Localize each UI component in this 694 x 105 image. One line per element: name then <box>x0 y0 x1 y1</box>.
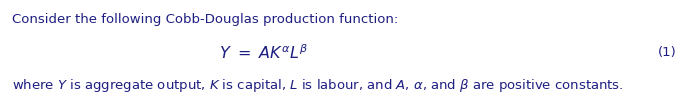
Text: (1): (1) <box>658 46 677 59</box>
Text: $\mathit{Y} \ = \ \mathit{A}\mathit{K}^{\mathit{\alpha}}\mathit{L}^{\mathit{\bet: $\mathit{Y} \ = \ \mathit{A}\mathit{K}^{… <box>219 43 308 62</box>
Text: Consider the following Cobb-Douglas production function:: Consider the following Cobb-Douglas prod… <box>12 13 399 26</box>
Text: where $\mathit{Y}$ is aggregate output, $\mathit{K}$ is capital, $\mathit{L}$ is: where $\mathit{Y}$ is aggregate output, … <box>12 77 624 94</box>
